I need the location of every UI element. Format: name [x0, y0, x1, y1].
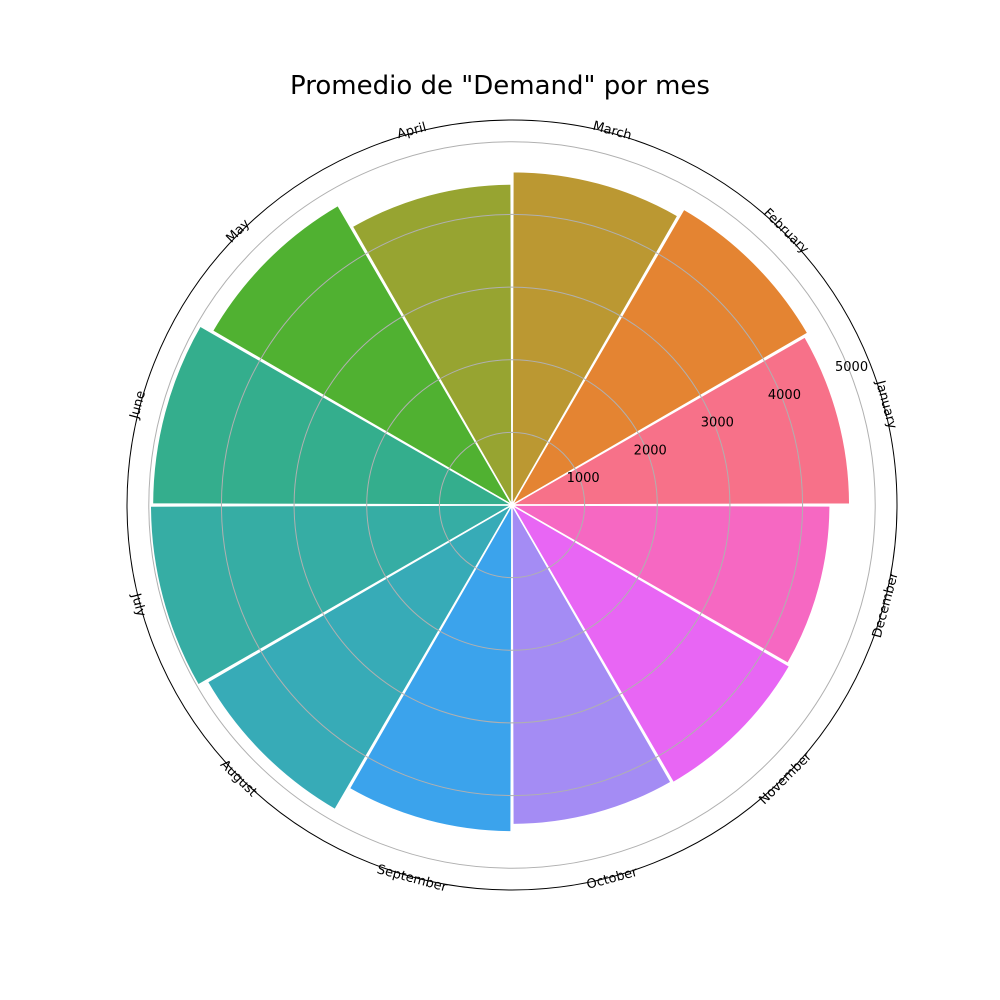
radial-tick-labels: 1000 2000 3000 4000 5000: [567, 360, 869, 486]
angular-tick-label-july: July: [128, 591, 149, 619]
grid-circle-5000: [148, 141, 876, 869]
bar-december: [509, 504, 831, 665]
radial-tick-label: 3000: [701, 416, 734, 431]
radial-tick-label: 4000: [768, 388, 801, 403]
angular-tick-label-october: October: [585, 865, 640, 893]
bar-february: [509, 208, 809, 508]
angular-tick-label-may: May: [224, 216, 254, 246]
radial-tick-label: 2000: [634, 443, 667, 458]
grid-circle-3000: [293, 286, 731, 724]
bar-may: [211, 204, 515, 508]
bar-september: [348, 502, 513, 833]
bars-layer: [149, 170, 851, 833]
radial-tick-label: 1000: [567, 471, 600, 486]
bar-march: [511, 170, 679, 508]
grid-layer: [148, 141, 876, 869]
angular-tick-label-june: June: [127, 389, 149, 421]
angular-tick-label-december: December: [870, 570, 902, 640]
bar-november: [509, 502, 791, 784]
bar-october: [511, 502, 673, 826]
angular-tick-label-september: September: [375, 862, 449, 895]
polar-frame: [126, 119, 898, 891]
chart-title: Promedio de "Demand" por mes: [290, 71, 710, 101]
grid-circle-1000: [438, 431, 586, 579]
grid-circle-4000: [220, 213, 804, 797]
angular-tick-label-november: November: [756, 749, 815, 808]
angular-tick-label-march: March: [591, 119, 633, 144]
bar-june: [151, 325, 515, 506]
bar-july: [149, 504, 515, 687]
bar-april: [351, 183, 513, 508]
radial-tick-label: 5000: [835, 360, 868, 375]
angular-tick-label-february: February: [760, 206, 812, 258]
angular-tick-label-april: April: [396, 120, 429, 142]
bar-january: [509, 335, 851, 506]
bar-august: [206, 502, 515, 811]
grid-circle-2000: [366, 359, 658, 651]
angular-tick-label-august: August: [217, 757, 260, 800]
angular-tick-label-january: January: [872, 378, 900, 431]
